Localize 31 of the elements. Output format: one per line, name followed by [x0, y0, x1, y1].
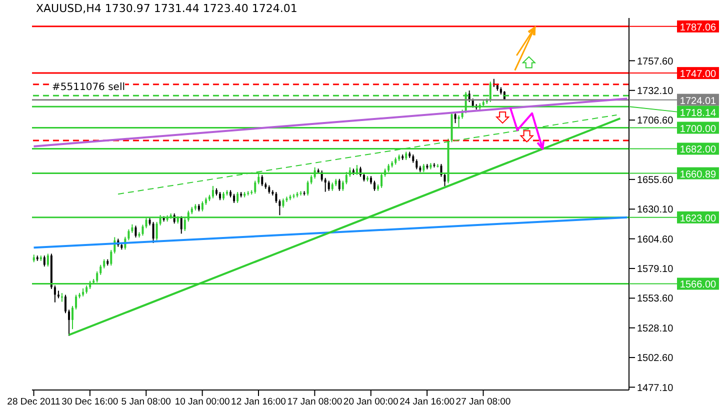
x-tick-label: 24 Jan 16:00 [400, 396, 455, 408]
ref-line-label: 1566.00 [680, 280, 717, 291]
ref-line-label: 1724.01 [680, 96, 717, 107]
ref-line-label: 1682.00 [680, 144, 717, 156]
x-tick-label: 12 Jan 16:00 [231, 396, 286, 408]
y-tick-label: 1553.60 [637, 294, 674, 305]
y-tick-label: 1655.60 [637, 174, 674, 186]
y-tick-label: 1732.10 [637, 86, 674, 97]
y-tick-label: 1528.10 [637, 323, 674, 334]
ref-line-label: 1700.00 [680, 124, 717, 135]
ref-line-label: 1660.89 [680, 169, 717, 180]
x-tick-label: 17 Jan 08:00 [287, 396, 342, 408]
y-tick-label: 1604.60 [637, 234, 674, 246]
x-tick-label: 28 Dec 2011 [7, 396, 60, 408]
x-tick-label: 10 Jan 00:00 [174, 396, 230, 408]
ref-line-label: 1623.00 [680, 213, 717, 224]
x-tick-label: 5 Jan 08:00 [121, 396, 171, 408]
ref-line-label: 1718.14 [680, 108, 717, 119]
y-tick-label: 1630.10 [637, 204, 674, 216]
x-tick-label: 27 Jan 08:00 [456, 396, 511, 408]
ref-line-label: 1787.06 [680, 22, 717, 34]
y-tick-label: 1477.10 [637, 382, 674, 394]
x-tick-label: 20 Jan 00:00 [343, 396, 398, 408]
y-tick-label: 1502.60 [637, 353, 674, 364]
y-tick-label: 1706.60 [637, 116, 674, 127]
chart-title: XAUUSD,H4 1730.97 1731.44 1723.40 1724.01 [36, 2, 298, 15]
annotation: #5511076 sell [52, 82, 126, 94]
y-tick-label: 1757.60 [637, 56, 674, 68]
x-tick-label: 30 Dec 16:00 [62, 396, 118, 408]
y-tick-label: 1579.10 [637, 264, 674, 276]
ref-line-label: 1747.00 [680, 69, 717, 80]
